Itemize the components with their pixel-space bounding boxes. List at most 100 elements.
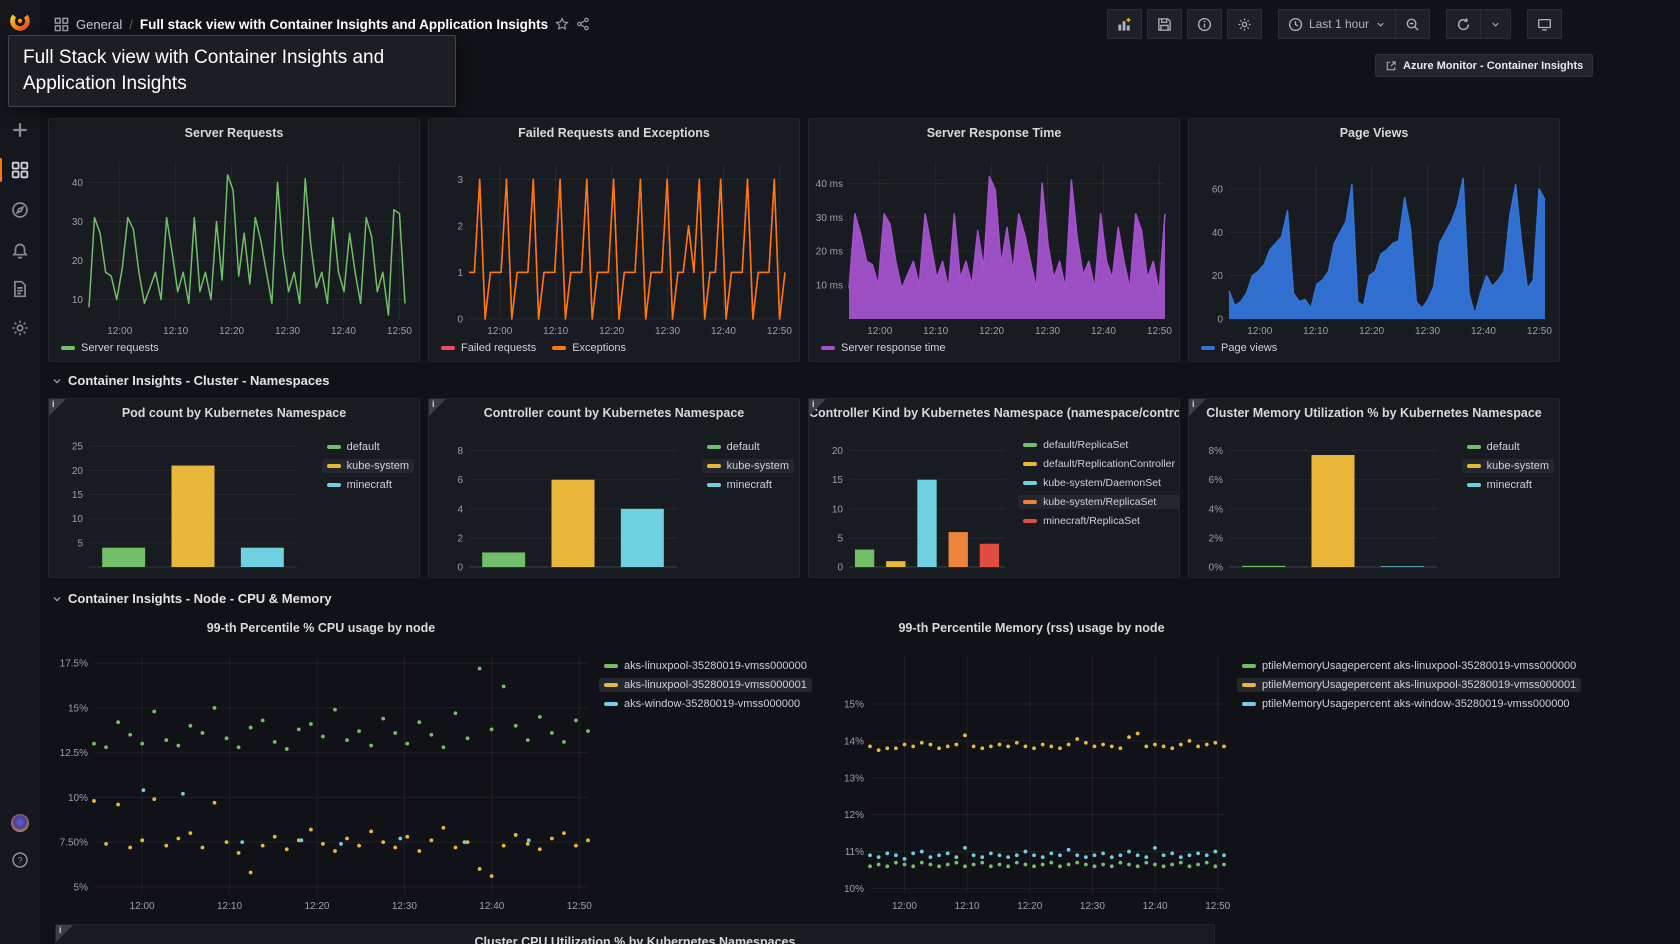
- azure-monitor-link[interactable]: Azure Monitor - Container Insights: [1375, 54, 1594, 77]
- chart-memory-by-node[interactable]: 10% 11% 12% 13% 14% 15% 12:00 12:10 12:20 12:30 12…: [832, 646, 1232, 914]
- section-node-cpu-memory[interactable]: Container Insights - Node - CPU & Memory: [52, 591, 332, 606]
- section-title: Container Insights - Node - CPU & Memory: [68, 591, 332, 606]
- panel-title[interactable]: Page Views: [1339, 126, 1409, 140]
- legend-item[interactable]: default: [706, 441, 789, 453]
- chart-cluster-memory[interactable]: 0% 2% 4% 6% 8%: [1195, 429, 1445, 574]
- time-range-picker[interactable]: Last 1 hour: [1277, 9, 1396, 39]
- panel-title[interactable]: Cluster CPU Utilization % by Kubernetes …: [474, 935, 796, 944]
- legend-item[interactable]: Page views: [1201, 342, 1277, 354]
- panel-title[interactable]: 99-th Percentile % CPU usage by node: [206, 621, 436, 635]
- legend-item[interactable]: minecraft: [326, 479, 409, 491]
- panel-title[interactable]: Server Requests: [184, 126, 284, 140]
- kiosk-mode-button[interactable]: [1527, 9, 1562, 39]
- chart-failed-requests[interactable]: 0 1 2 3 12:00 12:10 12:20 12:30 12:40 12:50: [435, 153, 793, 339]
- panel-title[interactable]: Controller count by Kubernetes Namespace: [483, 406, 745, 420]
- breadcrumb-title[interactable]: Full stack view with Container Insights …: [139, 16, 549, 32]
- create-plus-icon[interactable]: [8, 118, 32, 142]
- user-avatar[interactable]: [8, 811, 32, 835]
- alerting-bell-icon[interactable]: [8, 239, 32, 263]
- legend-item[interactable]: Failed requests: [441, 342, 536, 354]
- panel-title[interactable]: Controller Kind by Kubernetes Namespace …: [809, 406, 1179, 420]
- chart-page-views[interactable]: 0 20 40 60 12:00 12:10 12:20 12:30 12:40 12:50: [1195, 153, 1553, 339]
- panel-info-corner-icon[interactable]: i: [49, 399, 66, 416]
- chart-controller-kind[interactable]: 0 5 10 15 20: [815, 429, 1013, 574]
- svg-text:40: 40: [72, 178, 84, 189]
- share-icon[interactable]: [576, 17, 590, 31]
- legend-item[interactable]: kube-system: [1461, 459, 1554, 473]
- panel-info-corner-icon[interactable]: i: [809, 399, 826, 416]
- panel-title[interactable]: Failed Requests and Exceptions: [518, 126, 710, 140]
- legend-swatch: [604, 702, 618, 706]
- legend-item[interactable]: default/ReplicationController: [1023, 458, 1175, 470]
- legend-item[interactable]: Server requests: [61, 342, 159, 354]
- panel-info-corner-icon[interactable]: i: [1189, 399, 1206, 416]
- legend-item[interactable]: kube-system: [321, 459, 414, 473]
- explore-compass-icon[interactable]: [8, 198, 32, 222]
- svg-text:12:00: 12:00: [107, 326, 132, 337]
- dashboard-title-tooltip: Full Stack view with Container Insights …: [8, 35, 456, 108]
- legend-item[interactable]: Exceptions: [552, 342, 626, 354]
- legend-item[interactable]: minecraft/ReplicaSet: [1023, 515, 1175, 527]
- svg-text:20: 20: [72, 466, 84, 477]
- panel-info-corner-icon[interactable]: i: [56, 925, 73, 942]
- chart-server-response-time[interactable]: 10 ms 20 ms 30 ms 40 ms 12:00 12:10 12:20 12:30…: [815, 153, 1173, 339]
- help-icon[interactable]: ?: [8, 848, 32, 872]
- svg-text:5%: 5%: [74, 882, 89, 893]
- legend-item[interactable]: default/ReplicaSet: [1023, 439, 1175, 451]
- panel-title[interactable]: 99-th Percentile Memory (rss) usage by n…: [898, 621, 1165, 635]
- svg-text:4: 4: [457, 504, 463, 515]
- refresh-interval-dropdown[interactable]: [1480, 9, 1511, 39]
- dashboard-settings-button[interactable]: [1226, 9, 1262, 39]
- legend-item[interactable]: Server response time: [821, 342, 946, 354]
- legend-item[interactable]: default: [1466, 441, 1549, 453]
- svg-text:12:40: 12:40: [331, 326, 356, 337]
- legend-item[interactable]: aks-window-35280019-vmss000000: [604, 698, 807, 710]
- chart-server-requests[interactable]: 10 20 30 40 12:00 12:10 12:20 12:30 12:40 12:50: [55, 153, 413, 339]
- svg-text:0: 0: [1217, 315, 1223, 326]
- svg-text:15%: 15%: [844, 699, 864, 710]
- panel-pod-count: i Pod count by Kubernetes Namespace 5 10 1…: [48, 398, 420, 578]
- dashboard-insights-button[interactable]: [1186, 9, 1222, 39]
- star-icon[interactable]: [555, 17, 569, 31]
- svg-text:25: 25: [72, 442, 84, 453]
- grafana-logo[interactable]: [8, 9, 32, 33]
- legend-item[interactable]: default: [326, 441, 409, 453]
- chart-pod-count[interactable]: 5 10 15 20 25: [55, 429, 305, 571]
- legend-item[interactable]: kube-system/ReplicaSet: [1018, 495, 1180, 509]
- save-dashboard-button[interactable]: [1146, 9, 1182, 39]
- time-range-label: Last 1 hour: [1308, 17, 1369, 31]
- panel-title[interactable]: Pod count by Kubernetes Namespace: [121, 406, 347, 420]
- panel-cluster-memory: i Cluster Memory Utilization % by Kubern…: [1188, 398, 1560, 578]
- panel-title[interactable]: Server Response Time: [926, 126, 1062, 140]
- legend-swatch: [1466, 445, 1481, 449]
- legend-item[interactable]: minecraft: [706, 479, 789, 491]
- legend-item[interactable]: aks-linuxpool-35280019-vmss000001: [599, 678, 812, 692]
- legend-item[interactable]: ptileMemoryUsagepercent aks-linuxpool-35…: [1242, 660, 1576, 672]
- zoom-out-button[interactable]: [1395, 9, 1430, 39]
- docs-file-icon[interactable]: [8, 277, 32, 301]
- legend-item[interactable]: aks-linuxpool-35280019-vmss000000: [604, 660, 807, 672]
- legend-item[interactable]: ptileMemoryUsagepercent aks-window-35280…: [1242, 698, 1576, 710]
- add-panel-button[interactable]: [1106, 9, 1142, 39]
- settings-gear-icon[interactable]: [8, 316, 32, 340]
- legend-item[interactable]: minecraft: [1466, 479, 1549, 491]
- refresh-button[interactable]: [1446, 9, 1481, 39]
- panel-info-corner-icon[interactable]: i: [429, 399, 446, 416]
- legend-item[interactable]: kube-system: [701, 459, 794, 473]
- dashboard-grid-icon: [54, 17, 69, 32]
- chart-cpu-by-node[interactable]: 5% 7.50% 10% 12.5% 15% 17.5% 12:00 12:10 12:20 12…: [56, 646, 596, 914]
- dashboards-icon[interactable]: [8, 158, 32, 182]
- legend-swatch: [1023, 481, 1038, 485]
- chart-controller-count[interactable]: 0 2 4 6 8: [435, 429, 685, 574]
- svg-text:12.5%: 12.5%: [60, 748, 88, 759]
- panel-controller-kind: i Controller Kind by Kubernetes Namespac…: [808, 398, 1180, 578]
- svg-text:12:20: 12:20: [1017, 901, 1042, 912]
- section-cluster-namespaces[interactable]: Container Insights - Cluster - Namespace…: [52, 373, 330, 388]
- legend-item[interactable]: ptileMemoryUsagepercent aks-linuxpool-35…: [1237, 678, 1582, 692]
- legend-item[interactable]: kube-system/DaemonSet: [1023, 477, 1175, 489]
- sidebar-active-indicator: [0, 158, 2, 182]
- panel-title[interactable]: Cluster Memory Utilization % by Kubernet…: [1206, 406, 1542, 420]
- svg-text:60: 60: [1212, 185, 1224, 196]
- breadcrumb-folder[interactable]: General: [76, 16, 123, 32]
- legend-label: minecraft: [1486, 479, 1532, 491]
